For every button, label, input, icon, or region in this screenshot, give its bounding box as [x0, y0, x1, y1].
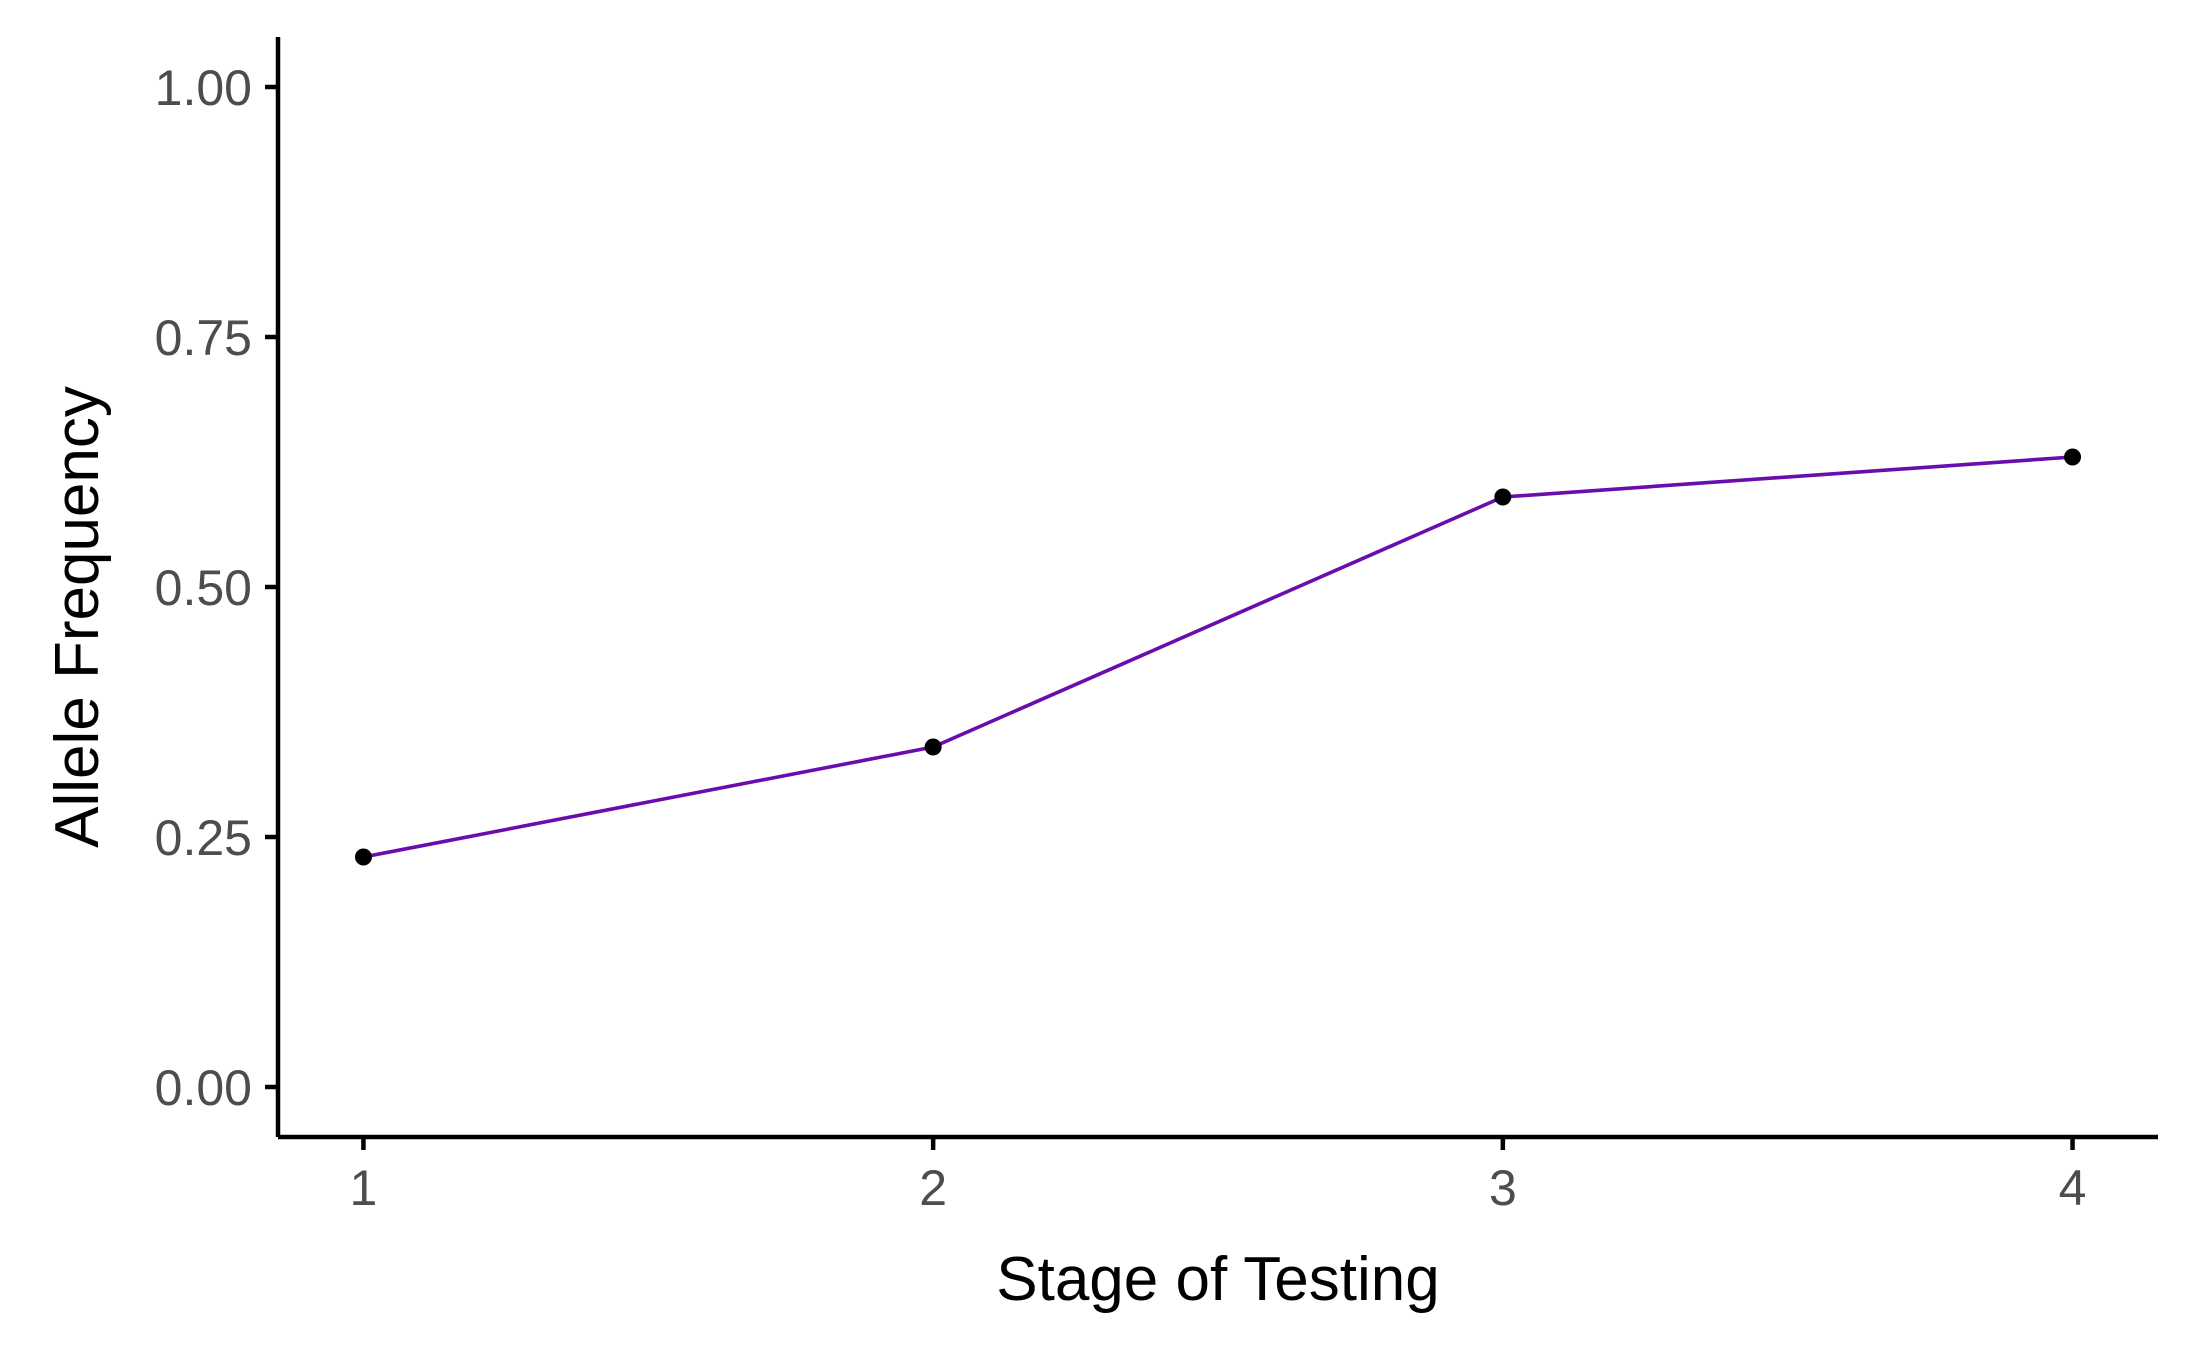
- series-layer: [354, 448, 2082, 866]
- x-tick-label: 4: [2059, 1160, 2087, 1216]
- x-axis-title: Stage of Testing: [996, 1245, 1440, 1314]
- y-axis-ticks: 0.00 0.25 0.50 0.75 1.00: [155, 60, 278, 1116]
- x-tick-label: 3: [1489, 1160, 1517, 1216]
- y-tick-label: 0.75: [155, 310, 252, 366]
- data-point: [2064, 448, 2082, 466]
- data-point: [924, 738, 942, 756]
- y-tick-label: 0.00: [155, 1060, 252, 1116]
- y-tick-label: 1.00: [155, 60, 252, 116]
- y-tick-label: 0.50: [155, 560, 252, 616]
- x-axis-ticks: 1 2 3 4: [350, 1137, 2087, 1216]
- y-axis-title: Allele Frequency: [43, 386, 112, 848]
- x-tick-label: 1: [350, 1160, 378, 1216]
- series-line: [361, 455, 2075, 859]
- x-tick-label: 2: [919, 1160, 947, 1216]
- data-point: [354, 848, 372, 866]
- data-point: [1494, 488, 1512, 506]
- y-tick-label: 0.25: [155, 810, 252, 866]
